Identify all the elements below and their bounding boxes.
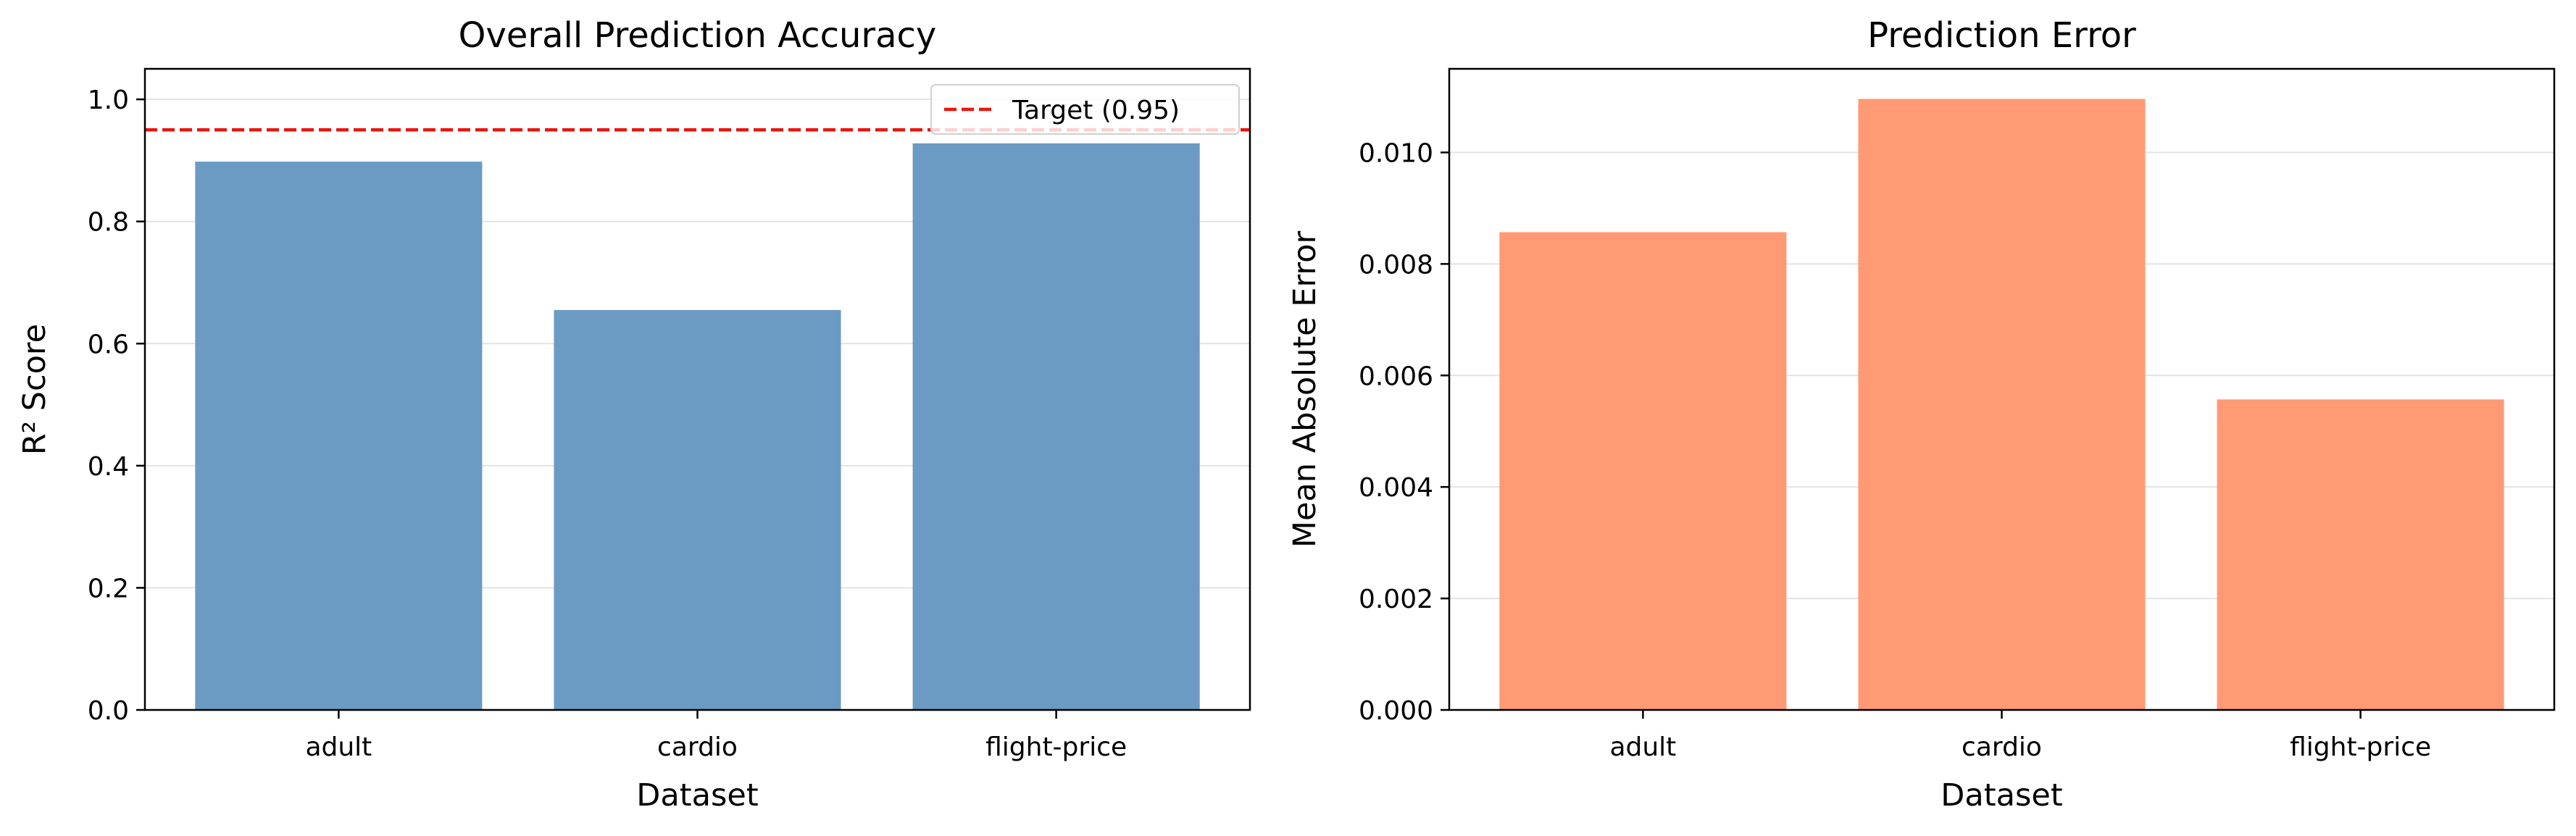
y-tick-label: 0.006 [1359, 361, 1433, 391]
y-tick-label: 0.2 [88, 574, 129, 603]
y-axis-label: R² Score [17, 324, 53, 455]
y-tick-label: 0.000 [1359, 696, 1433, 726]
chart-title: Prediction Error [1867, 15, 2136, 56]
y-tick-label: 0.008 [1359, 250, 1433, 280]
y-tick-label: 0.002 [1359, 585, 1433, 614]
x-tick-label: adult [305, 732, 372, 762]
legend-label: Target (0.95) [1012, 96, 1180, 125]
x-tick-label: cardio [1962, 732, 2042, 762]
y-tick-label: 0.010 [1359, 138, 1433, 168]
y-tick-label: 1.0 [88, 85, 129, 115]
subplot-1: 0.0 0.2 0.4 0.6 0.8 1.0 adult cardio flight-pric… [17, 15, 1251, 814]
y-axis-label: Mean Absolute Error [1287, 231, 1323, 548]
chart-title: Overall Prediction Accuracy [459, 15, 937, 56]
x-tick-label: flight-price [985, 732, 1127, 762]
bar-adult [195, 162, 483, 711]
x-tick-label: cardio [657, 732, 738, 762]
x-tick-label: adult [1609, 732, 1676, 762]
y-tick-label: 0.4 [88, 452, 129, 482]
bar-flight-price [912, 143, 1200, 711]
bar-cardio [1858, 99, 2146, 710]
x-tick-label: flight-price [2290, 732, 2431, 762]
bar-adult [1499, 232, 1787, 710]
y-tick-label: 0.6 [88, 330, 129, 359]
bar-cardio [554, 309, 841, 710]
y-tick-label: 0.8 [88, 208, 129, 238]
y-tick-label: 0.004 [1359, 473, 1433, 503]
x-axis-label: Dataset [636, 777, 758, 814]
y-tick-label: 0.0 [88, 696, 129, 726]
legend-box [930, 84, 1240, 135]
subplot-2: 0.000 0.002 0.004 0.006 0.008 0.010 adult cardi… [1287, 15, 2556, 814]
bar-flight-price [2217, 399, 2504, 710]
x-axis-label: Dataset [1941, 777, 2062, 814]
